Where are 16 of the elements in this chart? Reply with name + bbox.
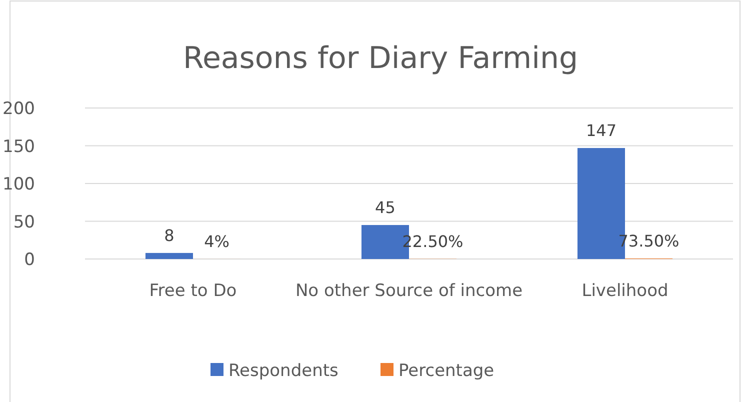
y-tick-label: 150 <box>2 136 35 157</box>
legend-label: Percentage <box>398 361 494 381</box>
y-tick-label: 50 <box>13 212 35 232</box>
y-tick-label: 200 <box>2 99 35 119</box>
x-tick-label: Free to Do <box>149 281 237 301</box>
data-label: 4% <box>204 232 230 251</box>
legend-label: Respondents <box>228 361 339 381</box>
y-tick-label: 100 <box>2 174 35 194</box>
y-tick-label: 0 <box>24 250 35 270</box>
bar <box>145 252 193 259</box>
x-tick-label: No other Source of income <box>295 281 523 301</box>
data-label: 45 <box>375 198 396 218</box>
x-tick-label: Livelihood <box>582 281 668 301</box>
chart-title: Reasons for Diary Farming <box>182 41 578 76</box>
data-label: 8 <box>164 226 174 245</box>
data-label: 147 <box>586 121 617 140</box>
